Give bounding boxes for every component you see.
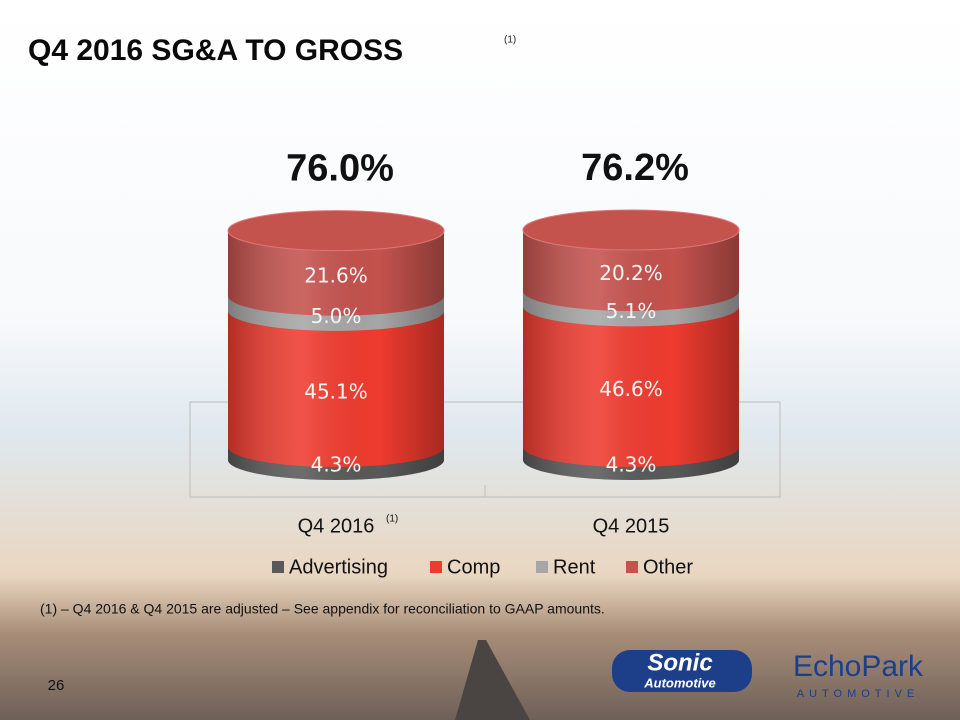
x-tick-label: Q4 2015 [593,515,670,537]
title: Q4 2016 SG&A TO GROSS [28,34,403,67]
legend-label: Comp [447,556,500,578]
data-label: 21.6% [304,264,368,288]
x-tick-note: (1) [386,514,398,525]
footnote: (1) – Q4 2016 & Q4 2015 are adjusted – S… [40,601,605,617]
logo-echopark-sub: AUTOMOTIVE [797,688,920,700]
page-number: 26 [48,677,65,694]
legend-swatch [626,561,638,573]
legend-label: Other [643,556,693,578]
cylinder-shade [228,310,444,448]
road [455,640,530,720]
logo-shape [612,650,752,692]
legend-label: Advertising [289,556,388,578]
cylinder-shade [523,306,739,448]
logo-echopark: EchoPark [793,650,924,683]
x-tick-label: Q4 2016 [298,515,375,537]
cylinder-top [522,209,740,251]
legend-swatch [272,561,284,573]
data-label: 4.3% [606,453,657,477]
legend-swatch [536,561,548,573]
data-label: 4.3% [311,453,362,477]
title-note: (1) [504,35,516,46]
legend-swatch [430,561,442,573]
total-label: 76.0% [286,148,394,190]
logo-sonic: Sonic Automotive [612,649,752,692]
cylinder-top [227,210,445,252]
data-label: 5.1% [606,299,657,323]
logo-text: Sonic [647,649,712,676]
total-label: 76.2% [581,147,689,189]
data-label: 46.6% [599,377,663,401]
data-label: 5.0% [311,304,362,328]
legend-label: Rent [553,556,596,578]
logo-text: Automotive [643,675,716,690]
data-label: 20.2% [599,261,663,285]
data-label: 45.1% [304,379,368,403]
